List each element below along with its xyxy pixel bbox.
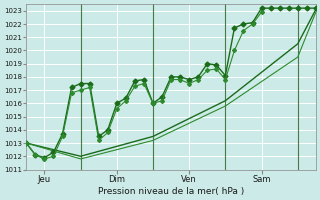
X-axis label: Pression niveau de la mer( hPa ): Pression niveau de la mer( hPa ) bbox=[98, 187, 244, 196]
